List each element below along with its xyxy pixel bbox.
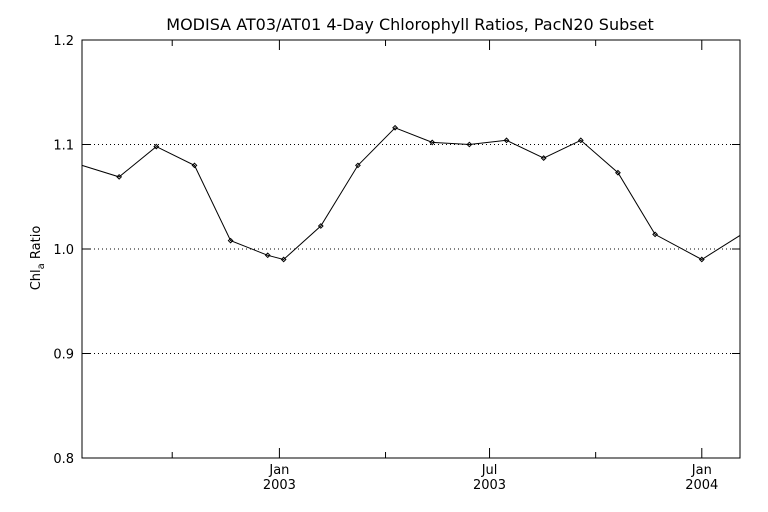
y-axis-label: Chla Ratio — [29, 226, 47, 291]
x-tick-label-year: 2004 — [685, 478, 718, 493]
data-point — [317, 223, 324, 229]
y-axis-label-main: Chl — [29, 269, 44, 290]
data-point — [280, 256, 287, 263]
y-tick-label: 1.1 — [53, 139, 74, 154]
x-tick-label-month: Jan — [691, 463, 712, 478]
x-tick-label-month: Jan — [268, 463, 289, 478]
data-point — [153, 143, 160, 150]
data-point — [191, 162, 198, 169]
data-point — [392, 124, 398, 131]
x-tick-label-year: 2003 — [473, 478, 506, 493]
data-point — [355, 162, 361, 169]
data-point — [652, 231, 659, 238]
chart-title: MODISA AT03/AT01 4-Day Chlorophyll Ratio… — [166, 15, 653, 34]
data-point — [698, 256, 705, 263]
series-line — [81, 127, 741, 261]
data-point — [503, 137, 510, 144]
y-tick-label: 0.8 — [53, 452, 74, 467]
data-point — [615, 169, 621, 176]
y-axis-ticks: 0.8 0.9 1.0 1.1 1.2 — [53, 34, 740, 467]
data-point — [540, 155, 547, 161]
x-tick-label-year: 2003 — [263, 478, 296, 493]
y-axis-label-suffix: Ratio — [29, 226, 44, 264]
x-tick-label-month: Jul — [481, 463, 498, 478]
series — [81, 124, 741, 263]
data-point — [227, 237, 234, 244]
y-tick-label: 0.9 — [53, 348, 74, 363]
y-tick-label: 1.0 — [53, 243, 74, 258]
gridlines — [82, 144, 740, 354]
data-point — [264, 252, 271, 259]
y-tick-label: 1.2 — [53, 34, 74, 49]
y-axis-label-subscript: a — [36, 263, 47, 269]
data-point — [429, 139, 436, 146]
data-point — [577, 137, 584, 144]
data-point — [116, 173, 123, 180]
data-point — [466, 141, 473, 148]
